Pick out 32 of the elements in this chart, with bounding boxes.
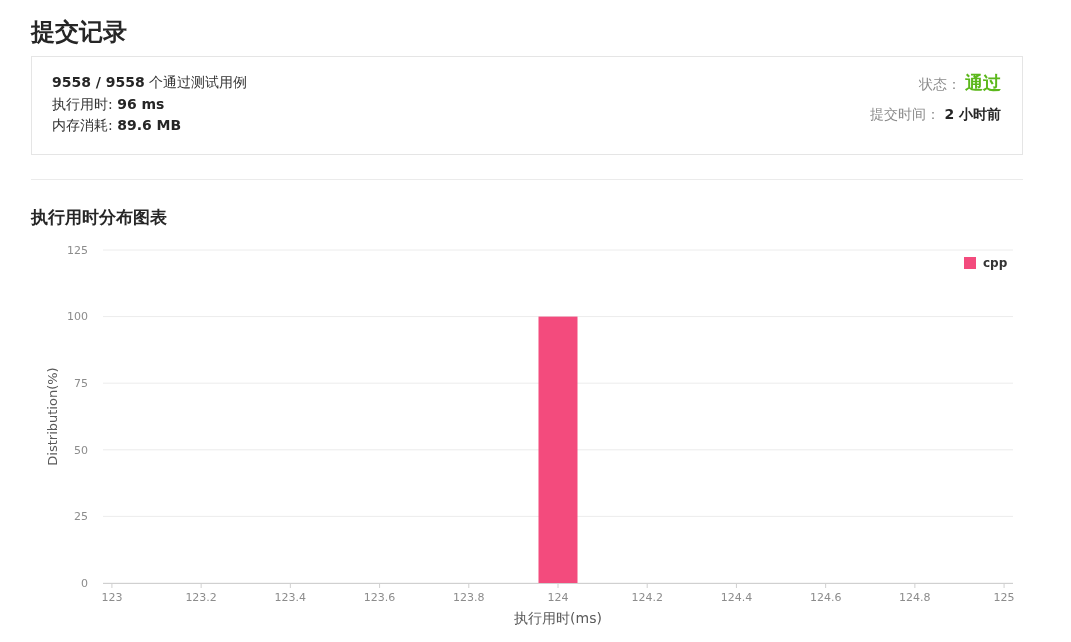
x-tick-label: 124.2 [631, 591, 663, 604]
x-tick-label: 123.4 [274, 591, 307, 604]
x-tick-label: 123.6 [363, 591, 396, 604]
y-tick-label: 50 [74, 443, 88, 457]
text: 96 ms [117, 96, 165, 112]
x-tick-label: 124.6 [809, 591, 842, 604]
text: 内存消耗: [52, 117, 118, 133]
y-tick-label: 25 [74, 510, 88, 524]
chart-title: 执行用时分布图表 [30, 207, 168, 227]
x-tick-label: 123.2 [185, 591, 217, 604]
y-tick-label: 75 [74, 377, 88, 391]
text: 提交记录 [30, 18, 127, 46]
text: 2 小时前 [944, 106, 1001, 122]
x-tick-label: 124.8 [899, 591, 931, 604]
y-tick-label: 125 [67, 243, 88, 257]
x-tick-label: 125 [993, 591, 1015, 604]
x-axis-title: 执行用时(ms) [514, 610, 602, 626]
y-tick-label: 0 [81, 576, 88, 590]
text: 9558 / 9558 [52, 74, 145, 90]
x-tick-label: 123.8 [453, 591, 485, 604]
x-tick-label: 124.4 [720, 591, 753, 604]
text: 通过 [964, 72, 1002, 93]
y-tick-label: 100 [67, 310, 88, 324]
y-axis-title: Distribution(%) [45, 367, 60, 466]
x-tick-label: 124 [547, 591, 569, 604]
x-tick-label: 123 [101, 591, 123, 604]
text: 执行用时: [52, 96, 118, 112]
text: 状态： [918, 76, 961, 92]
legend-label: cpp [983, 256, 1008, 271]
text: 个通过测试用例 [148, 74, 247, 90]
text: 89.6 MB [117, 117, 182, 133]
text: 提交时间： [870, 106, 941, 122]
